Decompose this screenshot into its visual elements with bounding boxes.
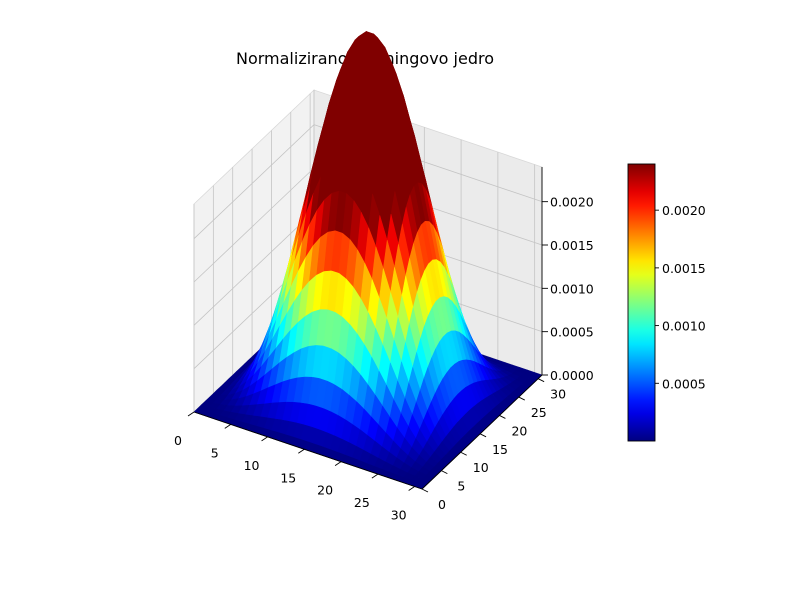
z-tick-label: 0.0015 — [550, 238, 594, 253]
y-tick — [421, 488, 429, 493]
x-tick-label: 20 — [317, 483, 333, 498]
x-tick-label: 25 — [354, 495, 370, 510]
colorbar-tick-label: 0.0005 — [662, 376, 706, 391]
colorbar-tick-label: 0.0010 — [662, 319, 706, 334]
x-tick — [187, 411, 195, 417]
y-tick — [460, 451, 467, 456]
x-tick — [224, 424, 232, 429]
colorbar: 0.0005 0.0010 0.0015 0.0020 — [627, 163, 706, 442]
y-tick — [499, 415, 506, 419]
x-tick — [334, 461, 342, 467]
x-axis-line — [193, 411, 423, 490]
z-tick-label: 0.0010 — [550, 281, 594, 296]
x-axis: 0 5 10 15 20 25 30 — [174, 411, 423, 523]
z-axis: 0.0000 0.0005 0.0010 0.0015 0.0020 — [541, 167, 594, 383]
y-tick — [479, 433, 487, 438]
z-tick-label: 0.0000 — [550, 368, 594, 383]
y-tick — [518, 396, 525, 401]
y-axis-line — [421, 374, 543, 490]
z-tick-label: 0.0005 — [550, 325, 594, 340]
y-tick-label: 20 — [511, 423, 527, 438]
colorbar-tick-label: 0.0020 — [662, 203, 706, 218]
colorbar-tick-label: 0.0015 — [662, 261, 706, 276]
x-tick — [298, 448, 305, 454]
surface-plot — [193, 31, 543, 490]
x-tick-label: 30 — [391, 508, 407, 523]
x-tick-label: 5 — [211, 445, 219, 460]
x-tick-label: 10 — [244, 458, 260, 473]
y-tick — [537, 378, 545, 383]
y-tick — [441, 470, 448, 475]
y-tick-label: 30 — [550, 387, 566, 402]
colorbar-bar — [627, 163, 656, 442]
y-tick-label: 15 — [492, 442, 508, 457]
y-tick-label: 0 — [438, 497, 446, 512]
x-tick-label: 0 — [174, 433, 182, 448]
z-tick-label: 0.0020 — [550, 195, 594, 210]
wall-gridline-z — [193, 167, 315, 283]
x-tick-label: 15 — [280, 470, 296, 485]
x-tick — [371, 473, 379, 479]
wall-gridline-z — [193, 124, 315, 239]
y-tick-label: 25 — [531, 405, 547, 420]
x-tick — [408, 486, 415, 491]
x-tick — [261, 436, 268, 442]
y-tick-label: 5 — [457, 479, 465, 494]
wall-gridline-z — [193, 211, 315, 326]
y-tick-label: 10 — [473, 460, 489, 475]
